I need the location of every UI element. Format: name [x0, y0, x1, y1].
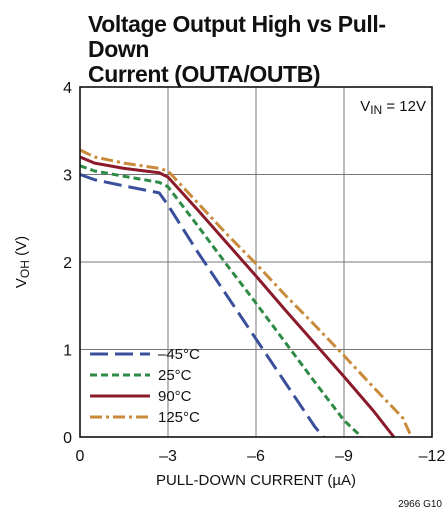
chart-title-line-2: Current (OUTA/OUTB)	[88, 61, 321, 87]
x-tick-label: –9	[335, 448, 353, 465]
y-tick-label: 2	[63, 255, 72, 272]
series-line	[79, 173, 325, 438]
series-line	[79, 155, 396, 438]
legend-label: 125°C	[158, 409, 200, 426]
y-axis-label-subscript: OH	[18, 260, 32, 278]
vin-annotation-main: V	[360, 98, 370, 115]
y-tick-labels: 0 1 2 3 4	[63, 80, 72, 447]
x-tick-label: 0	[76, 448, 85, 465]
x-tick-labels: 0 –3 –6 –9 –12	[76, 448, 446, 465]
series-line	[79, 164, 363, 439]
x-tick-label: –3	[159, 448, 177, 465]
y-tick-label: 3	[63, 168, 72, 185]
legend: –45°C 25°C 90°C 125°C	[90, 346, 200, 426]
figure-code: 2966 G10	[398, 499, 442, 510]
vin-annotation: VIN = 12V	[360, 98, 426, 117]
y-axis-label-main: V	[13, 278, 30, 288]
legend-label: 90°C	[158, 388, 192, 405]
y-tick-label: 0	[63, 430, 72, 447]
series-line	[79, 148, 413, 438]
y-tick-label: 4	[63, 80, 72, 97]
y-axis-label: VOH (V)	[13, 236, 32, 288]
y-axis-label-unit: (V)	[13, 236, 30, 260]
plot-frame	[79, 86, 433, 438]
vin-annotation-rest: = 12V	[382, 98, 426, 115]
chart-title: Voltage Output High vs Pull-Down Current…	[88, 12, 444, 87]
x-tick-label: –12	[419, 448, 446, 465]
series-layer	[79, 148, 413, 439]
x-axis-label: PULL-DOWN CURRENT (µA)	[156, 472, 356, 489]
legend-label: 25°C	[158, 367, 192, 384]
legend-label: –45°C	[158, 346, 200, 363]
y-tick-label: 1	[63, 343, 72, 360]
vin-annotation-subscript: IN	[370, 103, 382, 117]
chart-title-line-1: Voltage Output High vs Pull-Down	[88, 11, 386, 62]
x-tick-label: –6	[247, 448, 265, 465]
